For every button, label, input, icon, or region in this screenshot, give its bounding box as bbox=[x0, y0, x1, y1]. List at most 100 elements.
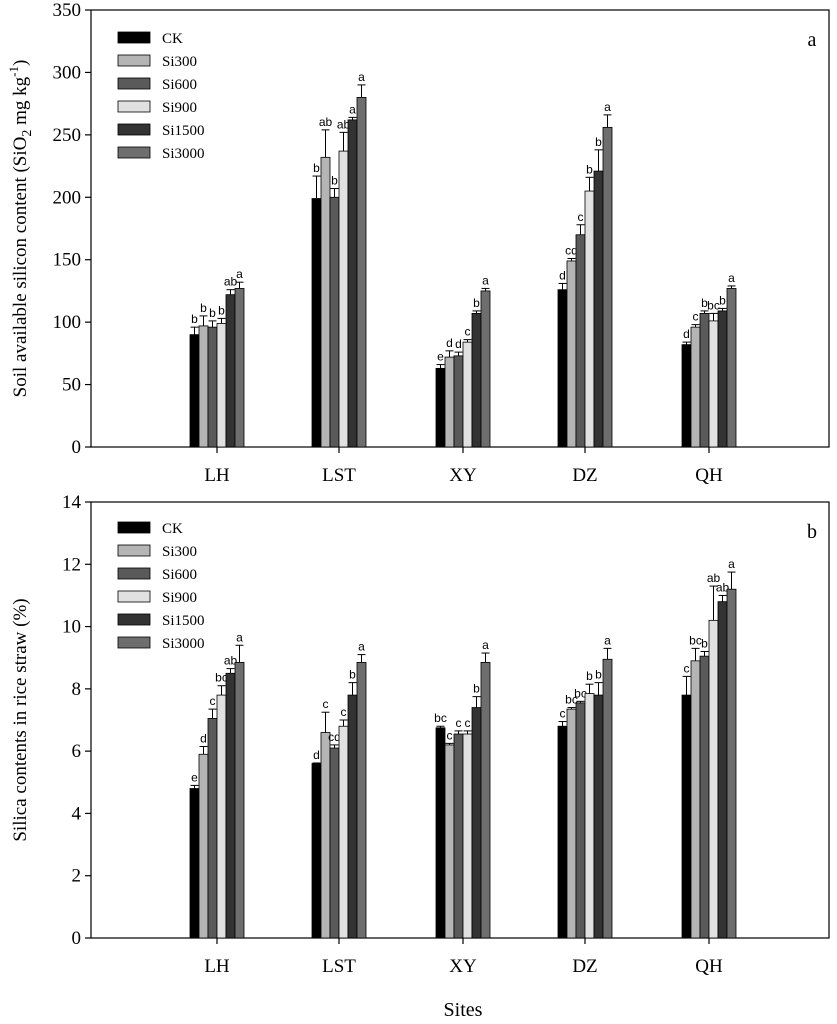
significance-letter: c bbox=[684, 661, 690, 675]
significance-letter: b bbox=[218, 303, 225, 317]
significance-letter: b bbox=[701, 296, 708, 310]
bar bbox=[471, 707, 482, 939]
bar bbox=[681, 344, 692, 448]
bar bbox=[726, 288, 737, 448]
bar bbox=[717, 310, 728, 448]
significance-letter: c bbox=[578, 210, 584, 224]
significance-letter: d bbox=[446, 336, 453, 350]
significance-letter: c bbox=[465, 325, 471, 339]
bar bbox=[347, 694, 358, 939]
significance-letter: c bbox=[456, 716, 462, 730]
bar bbox=[311, 198, 322, 448]
y-tick-label: 200 bbox=[53, 187, 82, 208]
y-tick-label: 4 bbox=[72, 803, 82, 824]
bar bbox=[338, 725, 349, 939]
bar bbox=[198, 325, 209, 448]
bar bbox=[602, 658, 613, 939]
bar bbox=[699, 313, 710, 448]
bar bbox=[593, 694, 604, 939]
y-tick-label: 0 bbox=[72, 437, 82, 458]
panel-label: b bbox=[807, 521, 817, 543]
bar bbox=[356, 97, 367, 448]
y-tick-label: 350 bbox=[53, 0, 82, 21]
significance-letter: b bbox=[586, 669, 593, 683]
significance-letter: b bbox=[349, 668, 356, 682]
significance-letter: c bbox=[210, 694, 216, 708]
bar bbox=[726, 588, 737, 939]
bar bbox=[575, 702, 586, 939]
bar bbox=[216, 694, 227, 939]
significance-letter: a bbox=[358, 70, 365, 84]
x-tick-label: QH bbox=[695, 465, 723, 486]
bar bbox=[435, 727, 446, 939]
bar bbox=[681, 694, 692, 939]
x-tick-label: LH bbox=[204, 465, 230, 486]
significance-letter: a bbox=[604, 100, 611, 114]
bar bbox=[708, 619, 719, 939]
bar bbox=[584, 190, 595, 448]
significance-letter: b bbox=[313, 161, 320, 175]
bar bbox=[435, 367, 446, 448]
bar bbox=[453, 733, 464, 939]
significance-letter: b bbox=[473, 682, 480, 696]
bar bbox=[480, 290, 491, 448]
legend-label: Si900 bbox=[162, 100, 197, 116]
x-tick-label: LH bbox=[204, 956, 230, 977]
panel-b: 0 2 4 6 8 10 12 14 Silica contents in rice straw… bbox=[10, 492, 830, 977]
significance-letter: bc bbox=[215, 671, 228, 685]
significance-letter: b bbox=[586, 162, 593, 176]
significance-letter: a bbox=[349, 102, 356, 116]
y-tick-label: 14 bbox=[62, 492, 82, 513]
significance-letter: b bbox=[200, 301, 207, 315]
bar bbox=[234, 288, 245, 448]
significance-letter: b bbox=[701, 636, 708, 650]
bar bbox=[717, 601, 728, 939]
legend-swatch bbox=[117, 613, 151, 626]
bar bbox=[708, 320, 719, 448]
significance-letter: c bbox=[693, 310, 699, 324]
bar bbox=[584, 693, 595, 939]
bar bbox=[347, 119, 358, 448]
significance-letter: a bbox=[482, 273, 489, 287]
y-tick-label: 8 bbox=[72, 679, 82, 700]
legend-swatch bbox=[117, 636, 151, 649]
significance-letter: b bbox=[209, 306, 216, 320]
bar bbox=[189, 788, 200, 939]
bar bbox=[453, 355, 464, 448]
legend-swatch bbox=[117, 146, 151, 159]
legend-label: Si300 bbox=[162, 544, 197, 560]
bar bbox=[566, 260, 577, 448]
legend-label: CK bbox=[162, 31, 183, 47]
significance-letter: a bbox=[728, 271, 735, 285]
bar bbox=[189, 334, 200, 448]
bar bbox=[690, 660, 701, 939]
x-axis-title: Sites bbox=[444, 999, 483, 1021]
significance-letter: a bbox=[482, 638, 489, 652]
y-tick-label: 300 bbox=[53, 62, 82, 83]
bar bbox=[602, 126, 613, 448]
significance-letter: b bbox=[473, 296, 480, 310]
bar bbox=[198, 753, 209, 939]
y-tick-label: 250 bbox=[53, 125, 82, 146]
legend-label: Si600 bbox=[162, 77, 197, 93]
legend-swatch bbox=[117, 123, 151, 136]
y-tick-label: 150 bbox=[53, 250, 82, 271]
bar bbox=[329, 747, 340, 939]
x-tick-label: QH bbox=[695, 956, 723, 977]
significance-letter: c bbox=[447, 728, 453, 742]
significance-letter: ab bbox=[716, 580, 730, 594]
y-tick-label: 50 bbox=[62, 375, 81, 396]
panel-label: a bbox=[808, 29, 817, 51]
significance-letter: e bbox=[437, 350, 444, 364]
significance-letter: b bbox=[719, 293, 726, 307]
y-axis-title: Silica contents in rice straw (%) bbox=[10, 598, 31, 841]
legend-swatch bbox=[117, 31, 151, 44]
panel-a: 0 50 100 150 200 250 300 350 Soil available sili… bbox=[6, 0, 830, 486]
bar bbox=[216, 322, 227, 448]
x-tick-label: DZ bbox=[572, 956, 597, 977]
y-tick-label: 10 bbox=[62, 617, 81, 638]
legend-label: Si1500 bbox=[162, 123, 205, 139]
legend-swatch bbox=[117, 77, 151, 90]
y-tick-label: 0 bbox=[72, 928, 82, 949]
